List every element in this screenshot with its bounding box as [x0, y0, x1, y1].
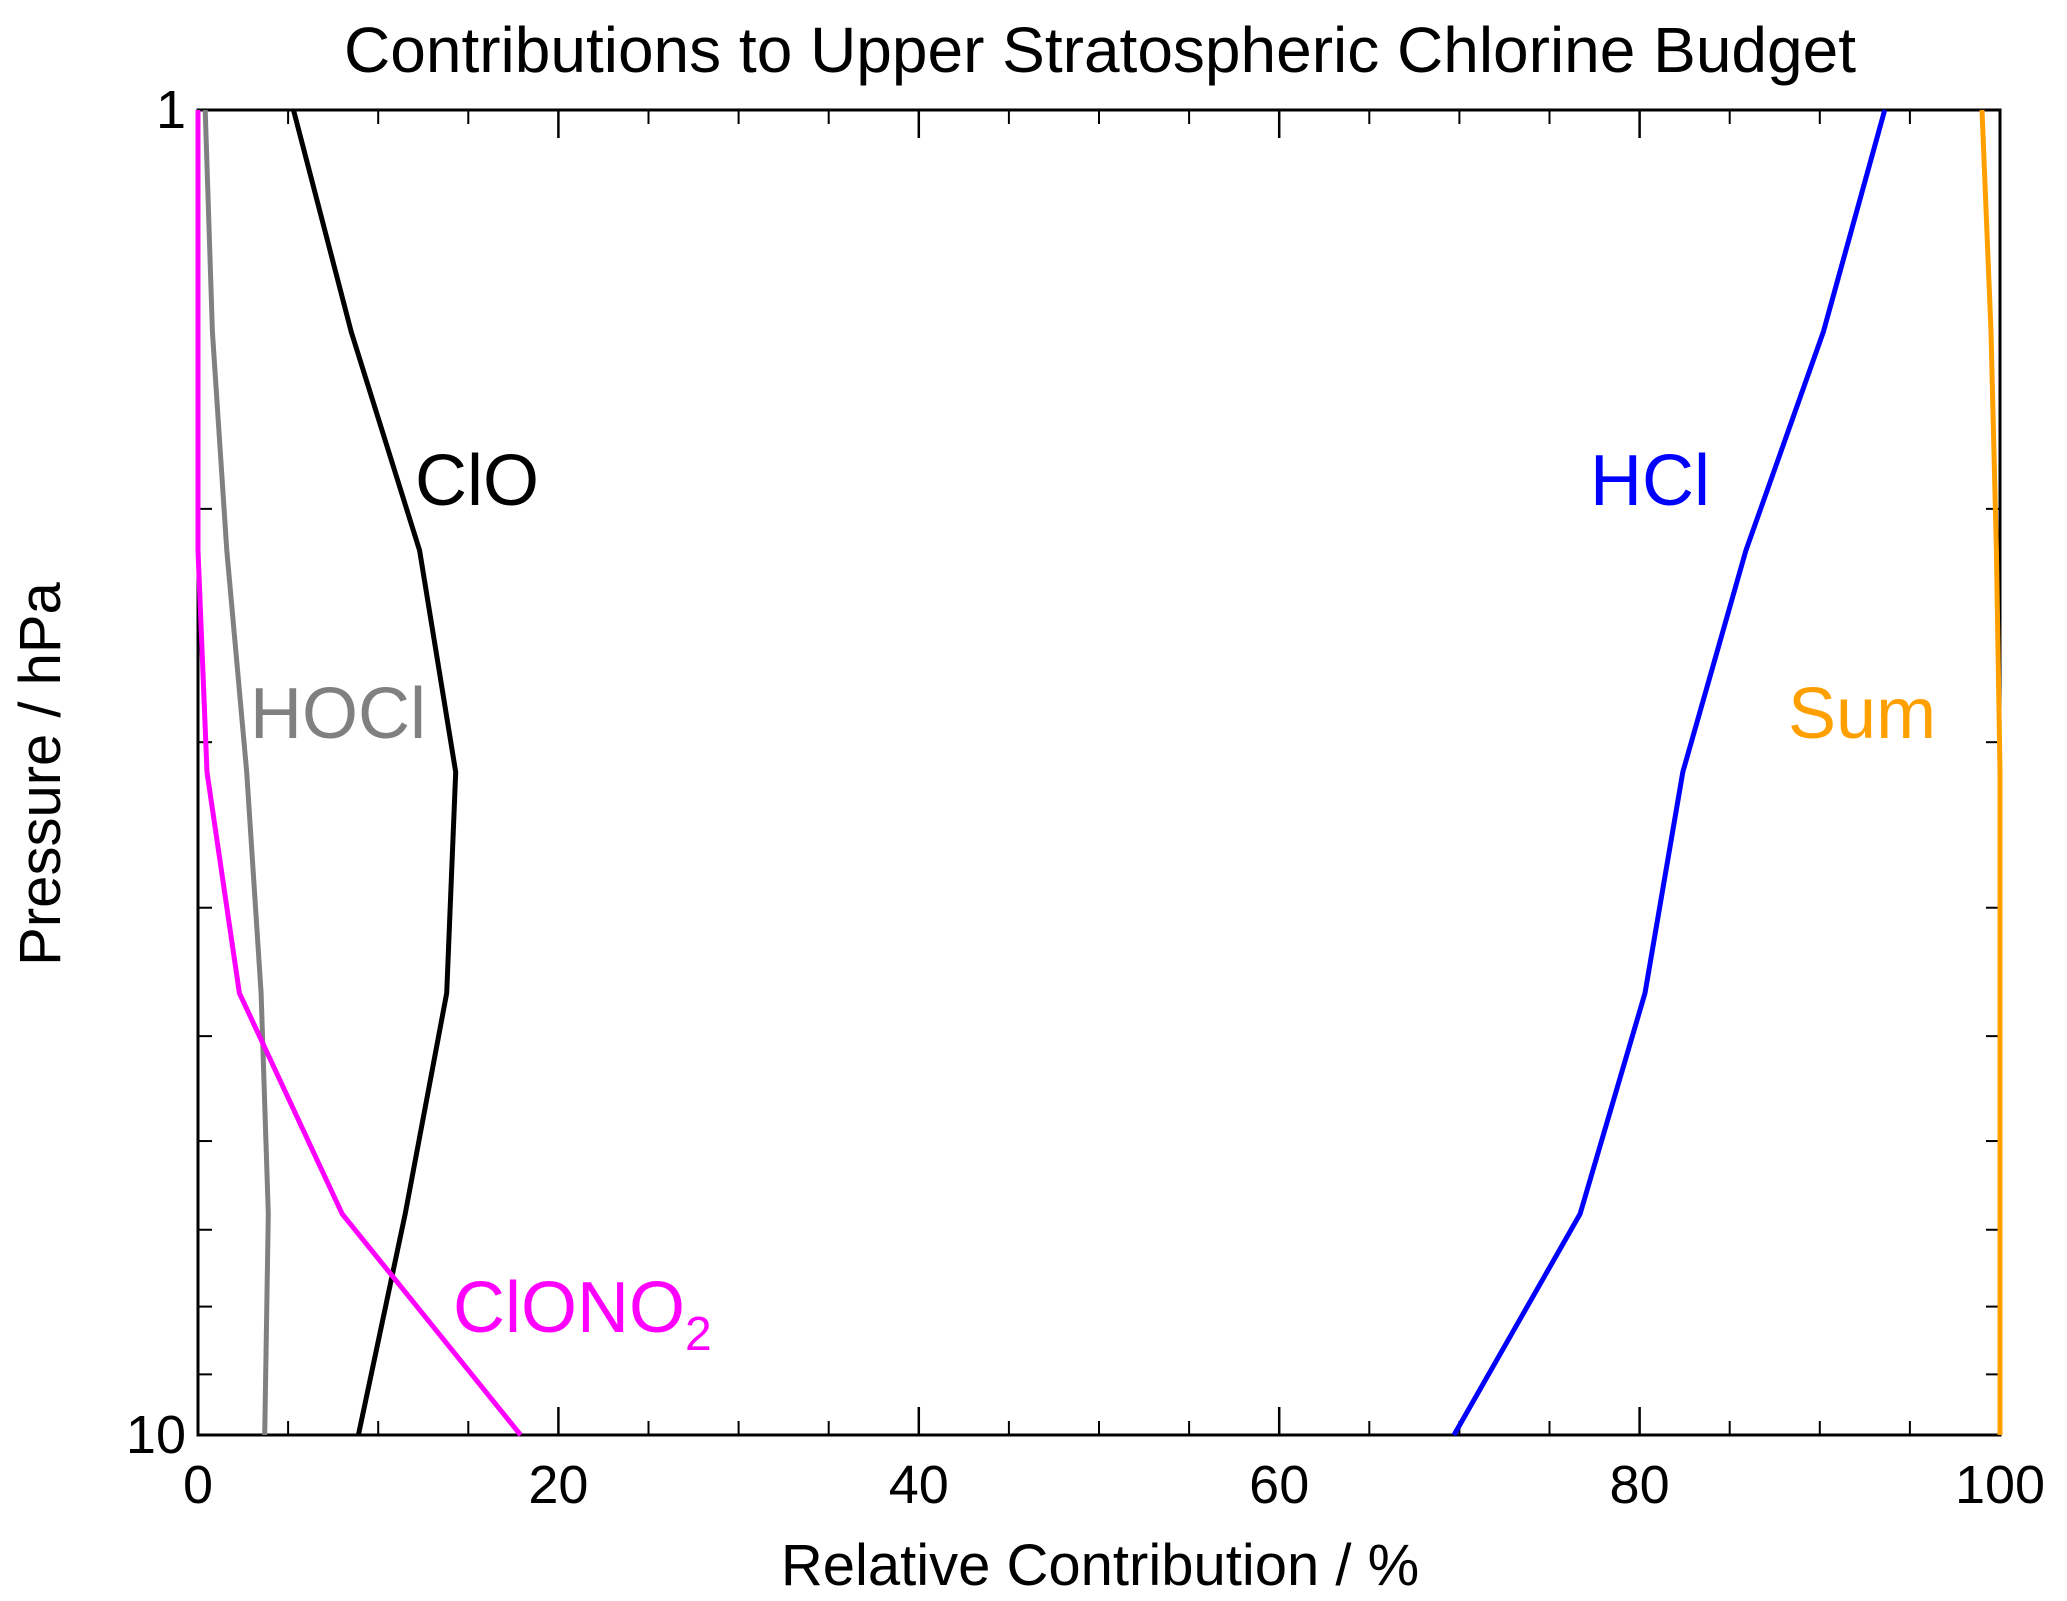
x-tick-label: 100 — [1955, 1455, 2045, 1515]
series-line-hocl — [202, 109, 271, 1436]
x-axis-label: Relative Contribution / % — [781, 1533, 1419, 1598]
x-tick-label: 80 — [1610, 1455, 1670, 1515]
y-tick-label: 10 — [126, 1405, 186, 1465]
y-axis-label: Pressure / hPa — [8, 581, 73, 965]
y-tick-label: 1 — [156, 80, 186, 140]
series-label-clono: ClONO2 — [453, 1268, 712, 1361]
series-line-clono — [195, 110, 523, 1437]
axis-ticks: 0 20 40 60 80 100 1 10 — [126, 80, 2045, 1515]
series-labels: ClO HOCl ClONO2 HCl Sum — [250, 441, 1936, 1361]
x-tick-label: 40 — [889, 1455, 949, 1515]
series-label-hocl: HOCl — [250, 674, 426, 754]
series-lines — [195, 109, 2003, 1437]
x-tick-label: 0 — [183, 1455, 213, 1515]
series-label-hcl: HCl — [1590, 441, 1710, 521]
x-tick-label: 20 — [528, 1455, 588, 1515]
series-line-sum — [1979, 109, 2003, 1435]
series-line-hcl — [1451, 109, 1888, 1437]
x-tick-label: 60 — [1249, 1455, 1309, 1515]
series-label-clo: ClO — [415, 441, 539, 521]
plot-area — [196, 108, 2002, 1437]
series-line-clo — [291, 109, 459, 1436]
chart-title: Contributions to Upper Stratospheric Chl… — [344, 14, 1856, 86]
plot-border — [196, 108, 2002, 1437]
series-label-sum: Sum — [1788, 674, 1936, 754]
